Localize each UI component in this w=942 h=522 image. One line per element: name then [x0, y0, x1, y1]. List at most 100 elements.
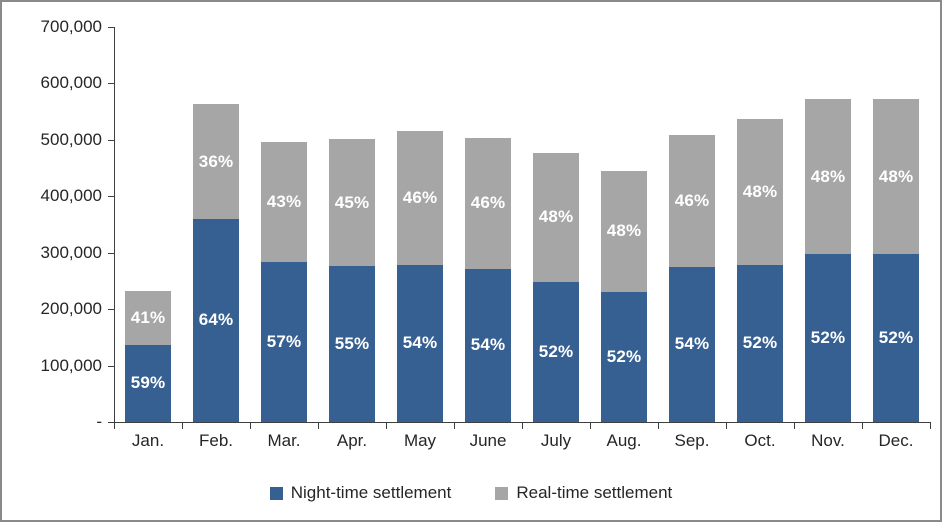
bar-percent-label-night-time: 52%: [810, 328, 846, 348]
bar-percent-label-night-time: 54%: [674, 334, 710, 354]
bar-percent-label-real-time: 48%: [810, 166, 846, 186]
bar-segment-night-time-nov: 52%: [805, 254, 851, 422]
legend-item-real-time: Real-time settlement: [495, 483, 672, 503]
y-axis-tick-label: 700,000: [40, 17, 102, 36]
bar-percent-label-night-time: 57%: [266, 332, 302, 352]
y-axis-tick-mark: [108, 27, 115, 28]
bar-percent-label-real-time: 46%: [402, 187, 438, 207]
bar-segment-real-time-may: 46%: [397, 130, 443, 265]
x-axis-category-label: Apr.: [336, 431, 368, 450]
y-axis-tick-mark: [108, 422, 115, 423]
bar-segment-night-time-may: 54%: [397, 264, 443, 422]
bar-segment-night-time-jan: 59%: [125, 344, 171, 422]
x-axis-tick-mark: [862, 422, 863, 429]
bar-percent-label-real-time: 48%: [742, 181, 778, 201]
x-axis-line: [108, 422, 930, 423]
bar-percent-label-night-time: 52%: [606, 346, 642, 366]
bar-percent-label-night-time: 55%: [334, 334, 370, 354]
bar-segment-real-time-feb: 36%: [193, 104, 239, 219]
x-axis-category-label: Sep.: [674, 431, 710, 450]
y-axis-tick-label: 400,000: [40, 186, 102, 206]
bar-percent-label-night-time: 52%: [878, 328, 914, 348]
bar-segment-night-time-apr: 55%: [329, 266, 375, 422]
bar-percent-label-night-time: 54%: [470, 335, 506, 355]
y-axis-tick-label: -: [96, 412, 102, 431]
bar-segment-real-time-july: 48%: [533, 152, 579, 283]
y-axis-tick-mark: [108, 365, 115, 367]
y-axis-tick-label: 500,000: [40, 129, 102, 149]
x-axis-category-label: Jan.: [131, 431, 165, 450]
legend: Night-time settlement Real-time settleme…: [2, 481, 940, 505]
x-axis-category-label: June: [469, 431, 507, 450]
legend-swatch-real-time: [495, 486, 509, 500]
x-axis-tick-mark: [182, 422, 183, 429]
y-axis-tick-mark: [108, 83, 115, 85]
legend-label-real-time: Real-time settlement: [516, 483, 673, 502]
y-axis-tick-mark: [108, 252, 115, 254]
x-axis-category-label: Oct.: [744, 431, 776, 450]
y-axis-tick-mark: [108, 139, 115, 141]
x-axis-tick-mark: [250, 422, 251, 429]
bar-segment-real-time-apr: 45%: [329, 139, 375, 267]
legend-swatch-night-time: [269, 486, 283, 500]
x-axis-tick-mark: [794, 422, 795, 429]
bar-percent-label-real-time: 46%: [470, 193, 506, 213]
bar-percent-label-real-time: 48%: [538, 207, 574, 227]
bar-percent-label-real-time: 41%: [130, 307, 166, 327]
x-axis-category-label: Nov.: [811, 431, 845, 450]
y-axis-line: [114, 27, 115, 422]
x-axis-category-label: Dec.: [878, 431, 914, 450]
bar-segment-real-time-oct: 48%: [737, 118, 783, 265]
bar-segment-real-time-nov: 48%: [805, 99, 851, 255]
x-axis-category-label: May: [403, 431, 437, 450]
x-axis-category-label: Aug.: [606, 431, 642, 450]
y-axis-tick-label: 200,000: [40, 299, 102, 319]
x-axis-category-label: Mar.: [267, 431, 301, 450]
x-axis-tick-mark: [318, 422, 319, 429]
legend-label-night-time: Night-time settlement: [290, 483, 452, 502]
bar-segment-night-time-dec: 52%: [873, 254, 919, 422]
y-axis-tick-label: 300,000: [40, 242, 102, 262]
bar-segment-real-time-june: 46%: [465, 137, 511, 269]
bar-percent-label-real-time: 43%: [266, 191, 302, 211]
bar-segment-real-time-sep: 46%: [669, 134, 715, 267]
bar-segment-night-time-oct: 52%: [737, 264, 783, 422]
bar-percent-label-night-time: 54%: [402, 333, 438, 353]
bar-segment-real-time-dec: 48%: [873, 99, 919, 255]
bar-segment-night-time-sep: 54%: [669, 266, 715, 422]
x-axis-tick-mark: [726, 422, 727, 429]
x-axis-category-label: Feb.: [198, 431, 234, 450]
x-axis-tick-mark: [114, 422, 115, 429]
bar-percent-label-real-time: 45%: [334, 192, 370, 212]
bar-percent-label-real-time: 48%: [878, 166, 914, 186]
bar-percent-label-real-time: 36%: [198, 151, 234, 171]
x-axis-tick-mark: [658, 422, 659, 429]
x-axis-tick-mark: [386, 422, 387, 429]
bar-segment-night-time-feb: 64%: [193, 218, 239, 422]
bar-percent-label-night-time: 64%: [198, 310, 234, 330]
bar-percent-label-night-time: 59%: [130, 373, 166, 393]
legend-item-night-time: Night-time settlement: [269, 483, 452, 503]
x-axis-category-label: July: [540, 431, 572, 450]
y-axis-tick-label: 100,000: [40, 355, 102, 375]
bar-percent-label-night-time: 52%: [742, 333, 778, 353]
bar-segment-night-time-june: 54%: [465, 268, 511, 422]
x-axis-tick-mark: [454, 422, 455, 429]
bar-segment-night-time-aug: 52%: [601, 291, 647, 422]
y-axis-tick-mark: [108, 309, 115, 311]
x-axis-tick-mark: [930, 422, 931, 429]
bar-segment-real-time-mar: 43%: [261, 141, 307, 263]
bar-segment-night-time-mar: 57%: [261, 262, 307, 422]
x-axis-tick-mark: [590, 422, 591, 429]
bar-percent-label-real-time: 46%: [674, 190, 710, 210]
y-axis-tick-label: 600,000: [40, 73, 102, 93]
bar-segment-night-time-july: 52%: [533, 282, 579, 422]
x-axis-tick-mark: [522, 422, 523, 429]
bar-percent-label-night-time: 52%: [538, 342, 574, 362]
bar-segment-real-time-jan: 41%: [125, 290, 171, 345]
bar-percent-label-real-time: 48%: [606, 221, 642, 241]
bar-segment-real-time-aug: 48%: [601, 170, 647, 292]
y-axis-tick-mark: [108, 196, 115, 198]
